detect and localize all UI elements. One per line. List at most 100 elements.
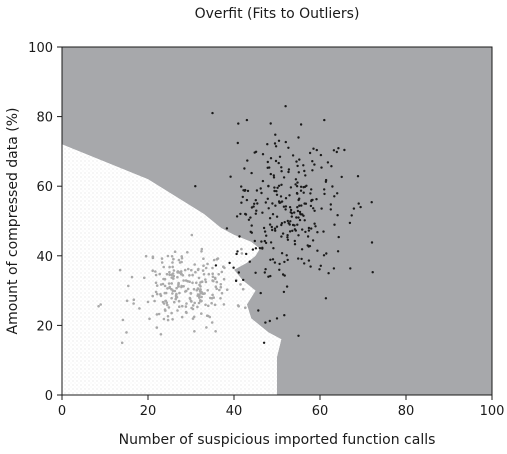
data-point	[289, 208, 293, 212]
data-point	[180, 260, 183, 264]
data-point	[290, 215, 293, 218]
data-point	[293, 228, 297, 231]
data-point	[271, 258, 275, 261]
data-point	[242, 278, 245, 282]
data-point	[197, 301, 201, 305]
data-point	[266, 166, 269, 169]
data-point	[274, 204, 277, 207]
data-point	[287, 146, 290, 149]
data-point	[332, 267, 336, 270]
data-point	[245, 252, 248, 256]
data-point	[180, 285, 183, 289]
data-point	[120, 341, 124, 345]
data-point	[204, 303, 207, 307]
data-point	[188, 274, 191, 277]
data-point	[190, 233, 194, 237]
data-point	[263, 230, 267, 233]
data-point	[269, 241, 273, 244]
data-point	[237, 122, 240, 125]
data-point	[97, 305, 100, 308]
data-point	[322, 254, 326, 257]
data-point	[296, 192, 299, 195]
data-point	[200, 295, 203, 299]
data-point	[307, 229, 311, 232]
data-point	[160, 257, 164, 260]
data-point	[211, 111, 214, 115]
data-point	[324, 297, 328, 300]
data-point	[219, 285, 223, 289]
data-point	[215, 257, 219, 261]
data-point	[315, 148, 318, 152]
data-point	[159, 333, 163, 336]
data-point	[172, 269, 176, 272]
data-point	[207, 314, 210, 318]
data-point	[330, 165, 333, 168]
data-point	[182, 279, 185, 282]
data-point	[329, 203, 332, 206]
data-point	[181, 304, 184, 308]
data-point	[255, 209, 258, 212]
data-point	[266, 197, 269, 200]
data-point	[283, 274, 286, 277]
data-point	[318, 268, 321, 271]
data-point	[186, 287, 190, 291]
data-point	[162, 317, 166, 321]
data-point	[263, 239, 266, 243]
data-point	[183, 268, 187, 272]
data-point	[302, 191, 305, 194]
data-point	[267, 207, 270, 210]
data-point	[171, 318, 174, 321]
data-point	[215, 287, 218, 291]
data-point	[239, 212, 242, 216]
data-point	[177, 284, 180, 288]
data-point	[193, 263, 196, 266]
data-point	[326, 161, 330, 164]
data-point	[343, 148, 346, 152]
data-point	[265, 234, 268, 237]
data-point	[225, 288, 229, 292]
data-point	[262, 341, 266, 344]
data-point	[168, 270, 171, 274]
data-point	[158, 272, 161, 276]
data-point	[232, 266, 235, 269]
data-point	[213, 303, 217, 307]
data-point	[296, 209, 300, 213]
data-point	[289, 186, 293, 189]
data-point	[225, 227, 229, 230]
data-point	[303, 169, 306, 173]
data-point	[162, 265, 165, 269]
data-point	[306, 235, 310, 238]
data-point	[296, 181, 299, 184]
data-point	[304, 202, 308, 205]
data-point	[302, 164, 305, 167]
data-point	[177, 258, 181, 262]
data-point	[211, 275, 215, 279]
data-point	[220, 270, 224, 274]
data-point	[244, 212, 247, 216]
data-point	[313, 209, 316, 212]
data-point	[170, 282, 173, 285]
y-tick-label: 40	[36, 250, 53, 265]
data-point	[204, 278, 207, 281]
data-point	[359, 205, 362, 209]
data-point	[240, 247, 243, 251]
data-point	[236, 250, 239, 253]
data-point	[206, 262, 209, 266]
data-point	[170, 254, 174, 258]
data-point	[191, 304, 195, 307]
data-point	[212, 296, 215, 299]
data-point	[180, 256, 184, 260]
data-point	[274, 159, 278, 163]
data-point	[278, 262, 281, 266]
data-point	[298, 204, 301, 207]
data-point	[333, 223, 336, 226]
data-point	[214, 330, 217, 333]
data-point	[204, 280, 208, 284]
data-point	[254, 271, 257, 274]
data-point	[173, 289, 177, 293]
data-point	[190, 268, 193, 272]
data-point	[160, 261, 164, 264]
data-point	[279, 201, 282, 204]
data-point	[125, 331, 128, 334]
data-point	[143, 276, 146, 280]
